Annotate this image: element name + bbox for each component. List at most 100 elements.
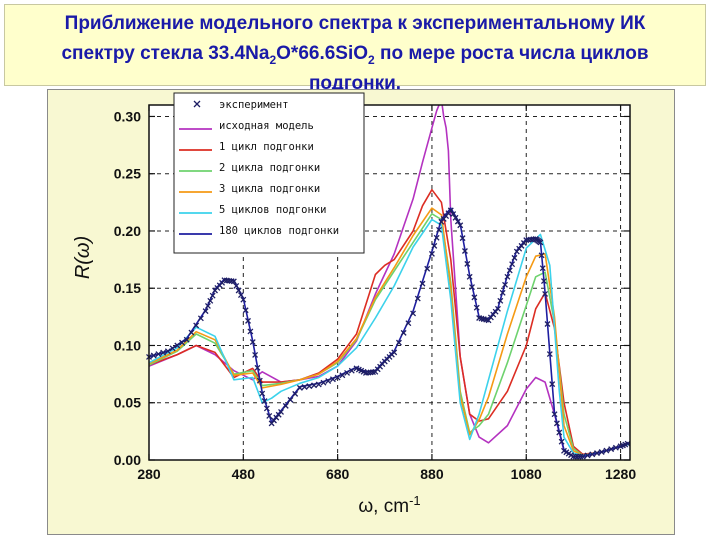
- data-point-experiment: [259, 390, 266, 397]
- data-point-experiment: [504, 273, 511, 280]
- data-point-experiment: [237, 292, 244, 299]
- legend-label: 2 цикла подгонки: [219, 162, 320, 174]
- data-point-experiment: [254, 364, 261, 371]
- data-point-experiment: [209, 292, 216, 299]
- data-point-experiment: [540, 278, 547, 285]
- data-point-experiment: [169, 345, 176, 352]
- data-point-experiment: [419, 280, 426, 287]
- title-subscript: 2: [368, 52, 375, 67]
- y-axis-label: R(ω): [72, 236, 94, 279]
- data-point-experiment: [188, 329, 195, 336]
- data-point-experiment: [240, 296, 247, 303]
- data-point-experiment: [306, 383, 313, 390]
- data-point-experiment: [414, 295, 421, 302]
- x-tick-label: 1080: [511, 466, 542, 482]
- data-point-experiment: [537, 239, 544, 246]
- data-point-experiment: [395, 339, 402, 346]
- data-point-experiment: [278, 408, 284, 415]
- data-point-experiment: [577, 453, 584, 460]
- data-point-experiment: [452, 214, 459, 221]
- data-point-experiment: [428, 250, 435, 257]
- data-point-experiment: [197, 315, 204, 322]
- data-point-experiment: [164, 348, 171, 355]
- x-tick-label: 280: [137, 466, 161, 482]
- title-text: спектру стекла 33.4Na: [61, 43, 270, 64]
- data-point-experiment: [603, 447, 610, 454]
- data-point-experiment: [579, 453, 586, 460]
- legend-marker-experiment: [193, 100, 201, 108]
- data-point-experiment: [245, 317, 251, 324]
- data-point-experiment: [207, 297, 214, 304]
- data-point-experiment: [230, 278, 237, 285]
- legend-label: 180 циклов подгонки: [219, 225, 339, 237]
- x-tick-label: 480: [232, 466, 256, 482]
- data-point-experiment: [589, 451, 596, 458]
- data-point-experiment: [471, 294, 478, 301]
- data-point-experiment: [538, 252, 545, 259]
- data-point-experiment: [292, 390, 299, 397]
- data-point-experiment: [546, 351, 553, 358]
- data-point-experiment: [247, 328, 254, 335]
- data-point-experiment: [405, 320, 412, 327]
- data-point-experiment: [469, 284, 475, 291]
- title-text: O*66.6SiO: [276, 43, 369, 64]
- y-tick-label: 0.10: [114, 337, 141, 353]
- data-point-experiment: [179, 339, 185, 346]
- x-tick-label: 680: [326, 466, 350, 482]
- data-point-experiment: [391, 349, 398, 356]
- legend-label: 3 цикла подгонки: [219, 183, 320, 195]
- data-point-experiment: [457, 222, 464, 229]
- title-text: по мере роста числа циклов: [374, 43, 649, 64]
- data-point-experiment: [558, 438, 565, 445]
- data-point-experiment: [544, 321, 551, 327]
- y-tick-label: 0.25: [114, 166, 141, 182]
- data-point-experiment: [497, 297, 504, 304]
- data-point-experiment: [311, 382, 318, 389]
- data-point-experiment: [466, 273, 473, 280]
- data-point-experiment: [506, 267, 513, 274]
- data-point-experiment: [431, 242, 438, 249]
- series-line-model: [148, 98, 631, 458]
- data-point-experiment: [549, 381, 556, 388]
- data-point-experiment: [598, 449, 605, 455]
- y-tick-label: 0.30: [114, 108, 141, 124]
- data-point-experiment: [334, 374, 341, 381]
- y-tick-label: 0.15: [114, 280, 141, 296]
- data-point-experiment: [235, 287, 242, 294]
- data-point-experiment: [400, 329, 407, 336]
- data-point-experiment: [202, 308, 209, 315]
- legend-box: [173, 92, 365, 254]
- data-point-experiment: [344, 370, 351, 376]
- data-point-experiment: [348, 367, 355, 374]
- data-point-experiment: [570, 453, 577, 460]
- data-point-experiment: [584, 452, 591, 459]
- data-point-experiment: [315, 381, 322, 388]
- plot-frame: [148, 104, 631, 461]
- data-point-experiment: [155, 351, 162, 358]
- data-point-experiment: [594, 450, 600, 457]
- spectrum-chart: 280 480 680 880 1080 1280 0.00 0.05 0.10 0.15 0.20…: [48, 90, 674, 517]
- y-tick-label: 0.05: [114, 395, 141, 411]
- data-point-experiment: [183, 336, 190, 343]
- x-axis-label: ω, cm-1: [358, 493, 420, 517]
- data-point-experiment: [461, 248, 468, 254]
- y-tick-label: 0.20: [114, 223, 141, 239]
- data-point-experiment: [612, 444, 619, 451]
- data-point-experiment: [502, 281, 508, 288]
- data-point-experiment: [266, 412, 273, 419]
- data-point-experiment: [450, 211, 457, 218]
- data-point-experiment: [242, 307, 249, 314]
- title-subscript: 2: [269, 52, 277, 67]
- x-tick-label: 880: [420, 466, 444, 482]
- data-point-experiment: [160, 349, 167, 356]
- data-point-experiment: [193, 322, 200, 329]
- data-point-experiment: [339, 372, 346, 379]
- data-point-experiment: [608, 446, 615, 453]
- data-point-experiment: [575, 453, 582, 460]
- data-point-experiment: [301, 384, 308, 390]
- legend-label: исходная модель: [219, 120, 314, 132]
- data-point-experiment: [509, 261, 516, 268]
- x-tick-label: 1280: [605, 466, 636, 482]
- data-point-experiment: [263, 405, 270, 412]
- data-point-experiment: [150, 352, 157, 359]
